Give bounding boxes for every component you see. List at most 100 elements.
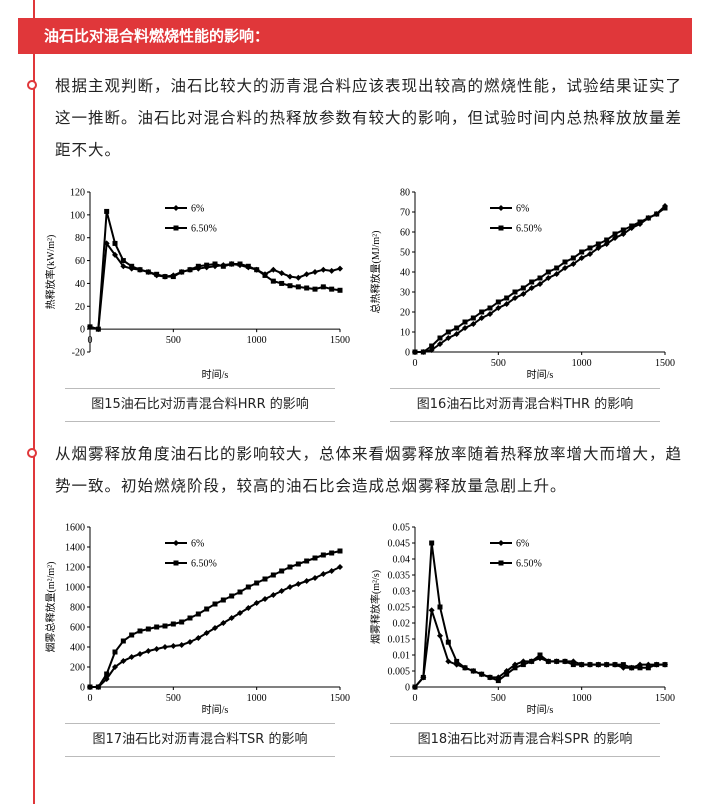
x-tick-label: 500	[166, 693, 181, 704]
marker	[262, 596, 268, 602]
y-tick-label: 60	[400, 228, 410, 239]
marker	[162, 623, 168, 629]
marker	[329, 550, 335, 556]
y-tick-label: 800	[70, 603, 85, 614]
x-tick-label: 500	[491, 693, 506, 704]
marker	[254, 580, 260, 586]
marker	[254, 267, 260, 273]
marker	[495, 674, 502, 681]
marker	[595, 241, 601, 247]
marker	[520, 658, 527, 665]
marker	[287, 283, 293, 289]
marker	[553, 271, 560, 277]
marker	[470, 315, 476, 321]
y-tick-label: 0	[405, 348, 410, 359]
y-tick-label: 60	[75, 256, 85, 267]
marker	[579, 662, 585, 668]
legend-marker	[173, 205, 179, 211]
marker	[479, 671, 485, 677]
marker	[137, 628, 143, 634]
x-axis-label: 时间/s	[527, 703, 554, 716]
y-tick-label: 30	[400, 288, 410, 299]
marker	[112, 649, 118, 655]
marker	[162, 644, 168, 650]
y-tick-label: 40	[75, 279, 85, 290]
marker	[545, 658, 551, 664]
y-tick-label: 50	[400, 248, 410, 259]
marker	[312, 269, 318, 275]
x-tick-label: 1000	[572, 358, 592, 369]
y-tick-label: 0.015	[388, 635, 411, 646]
marker	[612, 231, 618, 237]
legend-label: 6.50%	[191, 224, 217, 235]
marker	[629, 665, 635, 671]
marker	[220, 263, 226, 269]
marker	[220, 597, 226, 603]
marker	[654, 211, 660, 217]
legend-label: 6.50%	[516, 224, 542, 235]
y-axis-label: 总热释放量(MJ/m²)	[369, 231, 382, 314]
x-tick-label: 500	[166, 335, 181, 346]
marker	[154, 624, 160, 630]
marker	[187, 615, 193, 621]
marker	[337, 548, 343, 554]
marker	[229, 261, 235, 267]
marker	[562, 265, 568, 271]
legend-marker	[498, 560, 504, 566]
y-tick-label: 0.005	[388, 667, 411, 678]
x-tick-label: 1500	[330, 335, 350, 346]
y-tick-label: 0	[405, 683, 410, 694]
x-axis-label: 时间/s	[527, 368, 554, 381]
marker	[487, 674, 493, 680]
marker	[120, 263, 127, 270]
marker	[112, 240, 118, 246]
marker	[504, 671, 510, 677]
marker	[570, 658, 577, 665]
marker	[545, 269, 551, 275]
y-tick-label: 0.01	[393, 651, 411, 662]
y-axis-label: 热释放率(kW/m²)	[44, 235, 57, 310]
marker	[554, 658, 560, 664]
chart: 0 200 400 600 800 1000 1200 1400 1600 0 500 1000 150…	[44, 523, 350, 717]
marker	[295, 581, 302, 587]
chart: 0 10 20 30 40 50 60 70 80 0 500 1000 1500 时间/s 总热释放量(M…	[369, 188, 675, 382]
y-tick-label: 0.03	[393, 587, 411, 598]
marker	[495, 305, 502, 311]
x-tick-label: 0	[413, 358, 418, 369]
marker	[662, 662, 668, 668]
marker	[420, 349, 426, 355]
marker	[629, 223, 635, 229]
y-axis-label: 烟雾总释放量(m²/m²)	[44, 562, 57, 653]
paragraph: 根据主观判断，油石比较大的沥青混合料应该表现出较高的燃烧性能，试验结果证实了这一…	[55, 77, 683, 159]
marker	[245, 584, 251, 590]
marker	[637, 219, 643, 225]
marker	[604, 237, 610, 243]
chart: 0 0.005 0.01 0.015 0.02 0.025 0.03 0.035 0.04 0.0…	[369, 523, 675, 717]
legend-marker	[498, 205, 504, 211]
marker	[195, 263, 201, 269]
marker	[270, 266, 277, 273]
marker	[295, 284, 301, 290]
series-line	[414, 609, 665, 688]
marker	[637, 665, 643, 671]
marker	[212, 261, 218, 267]
marker	[462, 319, 468, 325]
marker	[120, 638, 126, 644]
y-axis-label: 烟雾释放率(m²/s)	[369, 570, 382, 644]
y-tick-label: 0.05	[393, 523, 411, 534]
marker	[262, 272, 268, 278]
marker	[337, 287, 343, 293]
timeline-line	[33, 0, 35, 804]
marker	[487, 305, 493, 311]
y-tick-label: 100	[70, 210, 85, 221]
marker	[620, 664, 627, 671]
series-line	[89, 240, 341, 331]
marker	[212, 601, 218, 607]
legend-label: 6%	[516, 539, 529, 550]
y-tick-label: 1600	[65, 523, 85, 534]
x-axis-label: 时间/s	[202, 368, 229, 381]
marker	[437, 335, 443, 341]
marker	[445, 329, 451, 335]
y-tick-label: 600	[70, 623, 85, 634]
marker	[445, 335, 452, 341]
